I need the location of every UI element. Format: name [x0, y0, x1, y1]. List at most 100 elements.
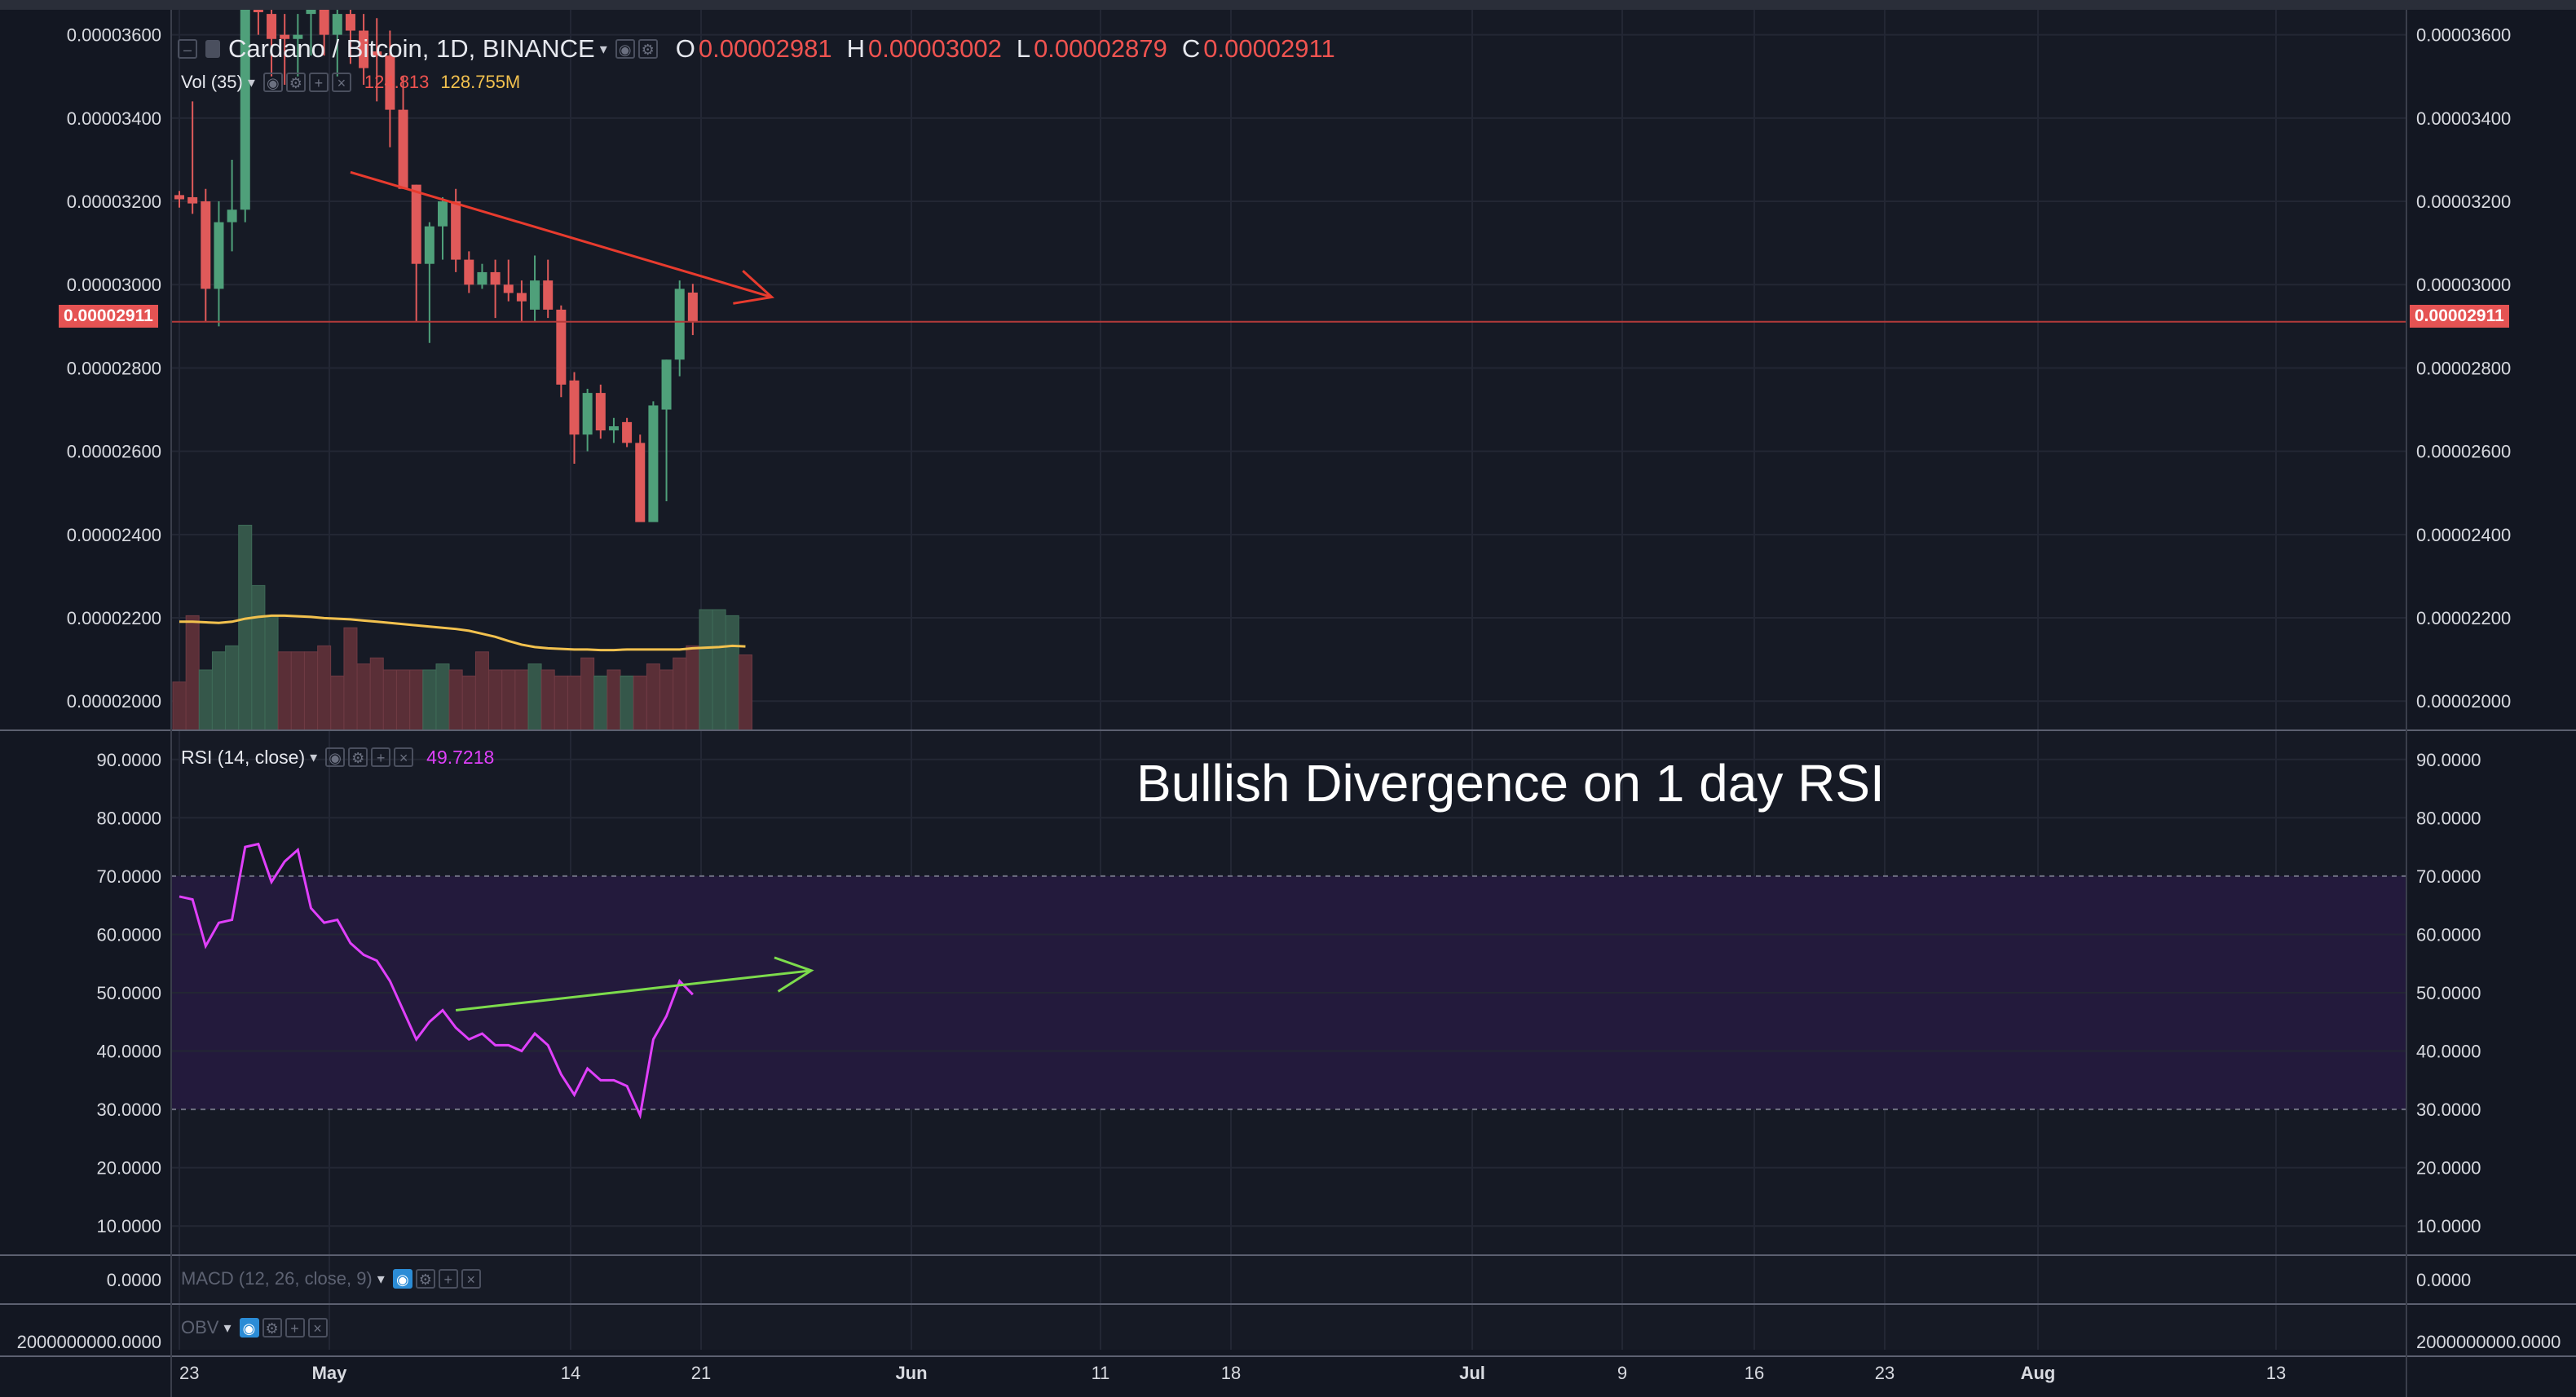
volume-bar: [172, 681, 187, 731]
y-tick-label-right: 0.00003000: [2416, 275, 2511, 295]
volume-bar: [527, 663, 542, 731]
candle-body: [687, 292, 698, 322]
rsi-y-tick-label-right: 20.0000: [2416, 1158, 2481, 1179]
macd-axis-label: 0.0000: [107, 1270, 161, 1290]
candle-body: [201, 201, 211, 289]
eye-icon[interactable]: ◉: [615, 39, 635, 59]
volume-bar: [607, 669, 621, 731]
volume-bar: [277, 651, 292, 731]
obv-label[interactable]: OBV: [181, 1317, 219, 1338]
eye-icon[interactable]: ◉: [262, 73, 283, 92]
volume-bar: [580, 657, 595, 731]
low-value: 0.00002879: [1034, 34, 1167, 63]
symbol-title[interactable]: Cardano / Bitcoin, 1D, BINANCE: [228, 34, 595, 63]
obv-dropdown-icon[interactable]: ▾: [223, 1319, 232, 1336]
volume-bar: [488, 669, 503, 731]
volume-bar: [330, 675, 345, 731]
y-tick-label: 0.00002000: [67, 691, 161, 712]
price-trend-arrowhead: [733, 270, 775, 305]
volume-bar: [725, 615, 739, 731]
volume-bar: [738, 654, 752, 731]
candle-body: [451, 201, 461, 260]
symbol-legend: – Cardano / Bitcoin, 1D, BINANCE ▾ ◉ ⚙ O…: [178, 34, 1335, 64]
close-icon[interactable]: ×: [461, 1269, 481, 1289]
rsi-y-tick-label: 10.0000: [96, 1216, 161, 1236]
candle-body: [582, 393, 593, 435]
rsi-label[interactable]: RSI (14, close): [181, 746, 306, 768]
candle-body: [253, 10, 263, 12]
settings-icon[interactable]: ⚙: [637, 39, 658, 59]
y-tick-label: 0.00002400: [67, 525, 161, 545]
candle-body: [187, 196, 198, 204]
rsi-y-tick-label: 30.0000: [96, 1100, 161, 1120]
symbol-flag-icon: [205, 40, 220, 58]
y-tick-label-right: 0.00003400: [2416, 108, 2511, 129]
candle-body: [569, 380, 580, 435]
candle-body: [267, 14, 277, 39]
volume-label[interactable]: Vol (35): [181, 72, 243, 92]
candle-body: [438, 201, 448, 227]
volume-bar: [461, 675, 476, 731]
volume-bar: [238, 524, 253, 731]
x-tick-label: Jun: [895, 1363, 927, 1383]
rsi-dropdown-icon[interactable]: ▾: [310, 748, 318, 765]
y-tick-label: 0.00003000: [67, 275, 161, 295]
rsi-y-tick-label: 90.0000: [96, 750, 161, 770]
x-tick-label: May: [312, 1363, 348, 1383]
high-label: H: [846, 34, 866, 63]
macd-label[interactable]: MACD (12, 26, close, 9): [181, 1268, 373, 1289]
symbol-dropdown-icon[interactable]: ▾: [599, 40, 607, 57]
settings-icon[interactable]: ⚙: [348, 747, 368, 767]
eye-icon[interactable]: ◉: [325, 747, 346, 767]
volume-bar: [501, 669, 516, 731]
obv-axis-label: 2000000000.0000: [17, 1332, 161, 1352]
volume-bar: [290, 651, 305, 731]
collapse-icon[interactable]: –: [178, 39, 197, 59]
candle-body: [661, 359, 672, 410]
eye-icon[interactable]: ◉: [392, 1269, 412, 1289]
volume-bar: [593, 675, 608, 731]
volume-bar: [435, 663, 450, 731]
candle-body: [214, 222, 224, 289]
plus-icon[interactable]: +: [371, 747, 391, 767]
volume-legend: Vol (35) ▾ ◉ ⚙ + × 124.813 128.755M: [181, 70, 520, 95]
y-tick-label: 0.00003400: [67, 108, 161, 129]
candle-body: [306, 10, 316, 15]
volume-dropdown-icon[interactable]: ▾: [247, 73, 255, 90]
settings-icon[interactable]: ⚙: [285, 73, 306, 92]
close-icon[interactable]: ×: [331, 73, 351, 92]
plus-icon[interactable]: +: [285, 1318, 305, 1338]
volume-bar: [185, 615, 200, 731]
x-tick-label: 23: [1875, 1363, 1895, 1383]
candle-body: [464, 259, 474, 285]
volume-ma-line: [179, 614, 746, 652]
eye-icon[interactable]: ◉: [239, 1318, 259, 1338]
candle-body: [280, 34, 290, 39]
candle-body: [622, 421, 633, 443]
volume-bar: [448, 669, 463, 731]
close-icon[interactable]: ×: [307, 1318, 328, 1338]
plus-icon[interactable]: +: [308, 73, 329, 92]
volume-bar: [422, 669, 437, 731]
settings-icon[interactable]: ⚙: [262, 1318, 282, 1338]
candle-body: [648, 405, 659, 522]
candle-body: [556, 309, 567, 385]
volume-bar: [514, 669, 529, 731]
volume-bar: [673, 657, 687, 731]
volume-bar: [540, 669, 555, 731]
rsi-y-tick-label-right: 60.0000: [2416, 924, 2481, 945]
volume-bar: [396, 669, 411, 731]
settings-icon[interactable]: ⚙: [415, 1269, 435, 1289]
volume-bar: [474, 651, 489, 731]
y-tick-label-right: 0.00002800: [2416, 358, 2511, 378]
x-tick-label: 21: [691, 1363, 711, 1383]
low-label: L: [1016, 34, 1031, 63]
candle-body: [174, 195, 184, 200]
candle-body: [319, 10, 329, 35]
volume-bar: [686, 645, 700, 731]
plus-icon[interactable]: +: [438, 1269, 458, 1289]
open-value: 0.00002981: [698, 34, 832, 63]
macd-dropdown-icon[interactable]: ▾: [377, 1270, 385, 1287]
x-tick-label: 14: [561, 1363, 580, 1383]
close-icon[interactable]: ×: [394, 747, 414, 767]
